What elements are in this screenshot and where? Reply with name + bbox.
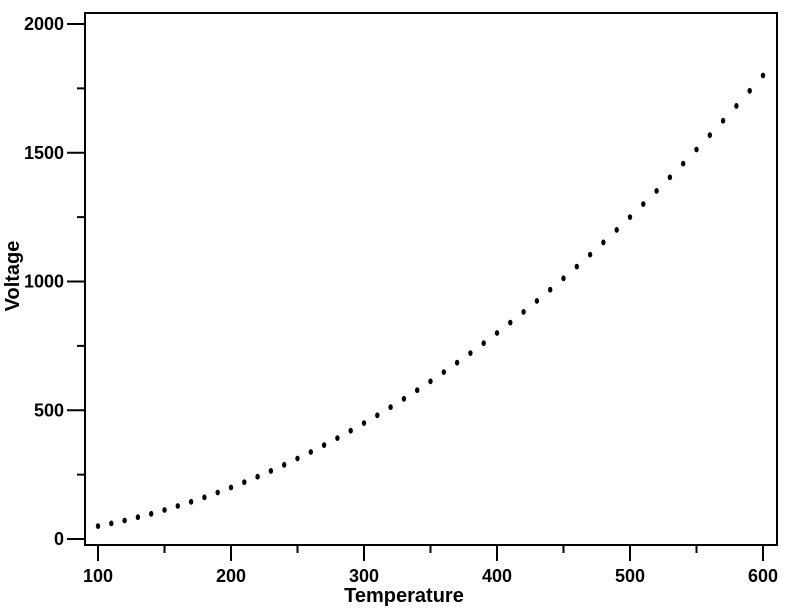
data-point <box>428 378 433 385</box>
data-point <box>494 330 500 336</box>
data-point <box>481 340 486 347</box>
x-tick-label: 100 <box>83 566 113 586</box>
data-point <box>149 510 154 517</box>
data-point <box>707 132 712 139</box>
x-tick-label: 300 <box>349 566 379 586</box>
data-point <box>574 263 579 270</box>
x-tick-label: 200 <box>216 566 246 586</box>
data-point <box>202 494 207 501</box>
data-point <box>534 298 540 304</box>
data-point <box>521 309 526 315</box>
data-point <box>508 319 513 326</box>
data-point <box>388 404 393 411</box>
data-point <box>548 286 553 293</box>
data-point <box>561 275 566 282</box>
data-point <box>601 239 606 246</box>
data-point <box>268 468 274 474</box>
data-point <box>627 214 633 221</box>
data-point <box>255 473 260 480</box>
y-axis-title: Voltage <box>2 241 24 312</box>
data-point <box>109 520 114 527</box>
x-tick-label: 600 <box>748 566 778 586</box>
data-point <box>122 517 127 524</box>
data-point <box>614 227 619 233</box>
data-point <box>361 420 367 426</box>
x-tick-label: 500 <box>615 566 645 586</box>
data-point <box>335 435 340 441</box>
data-point <box>415 387 420 394</box>
y-tick-label: 500 <box>34 400 64 420</box>
data-point <box>734 103 739 109</box>
data-point <box>760 72 766 79</box>
x-axis-title: Temperature <box>344 585 464 607</box>
y-tick-label: 1500 <box>24 143 64 163</box>
data-point <box>321 442 327 448</box>
data-point <box>468 350 473 356</box>
data-point <box>720 117 726 124</box>
data-point <box>175 503 180 509</box>
x-tick-label: 400 <box>482 566 512 586</box>
data-point <box>215 489 220 496</box>
data-point <box>694 146 699 153</box>
data-point <box>441 369 446 375</box>
data-point <box>654 188 659 194</box>
data-point <box>401 395 407 402</box>
data-point <box>587 251 593 258</box>
data-point <box>188 498 194 505</box>
data-point <box>95 523 101 529</box>
data-point <box>375 412 380 419</box>
data-point <box>348 427 353 434</box>
data-point <box>282 461 287 468</box>
y-tick-label: 1000 <box>24 272 64 292</box>
data-point <box>747 87 752 94</box>
plot-generated-content: 100 200 300 400 500 600 0 500 1000 1500 2000 <box>24 12 778 586</box>
data-point <box>454 359 460 366</box>
plot-frame <box>84 12 778 546</box>
y-tick-label: 2000 <box>24 14 64 34</box>
data-point <box>681 160 686 167</box>
data-point <box>135 514 141 521</box>
data-point <box>667 174 673 181</box>
data-point <box>641 201 646 208</box>
data-point <box>295 455 300 462</box>
data-point <box>228 484 234 491</box>
data-point <box>308 449 313 455</box>
y-tick-label: 0 <box>54 529 64 549</box>
data-point <box>242 479 247 486</box>
data-point <box>162 507 167 513</box>
